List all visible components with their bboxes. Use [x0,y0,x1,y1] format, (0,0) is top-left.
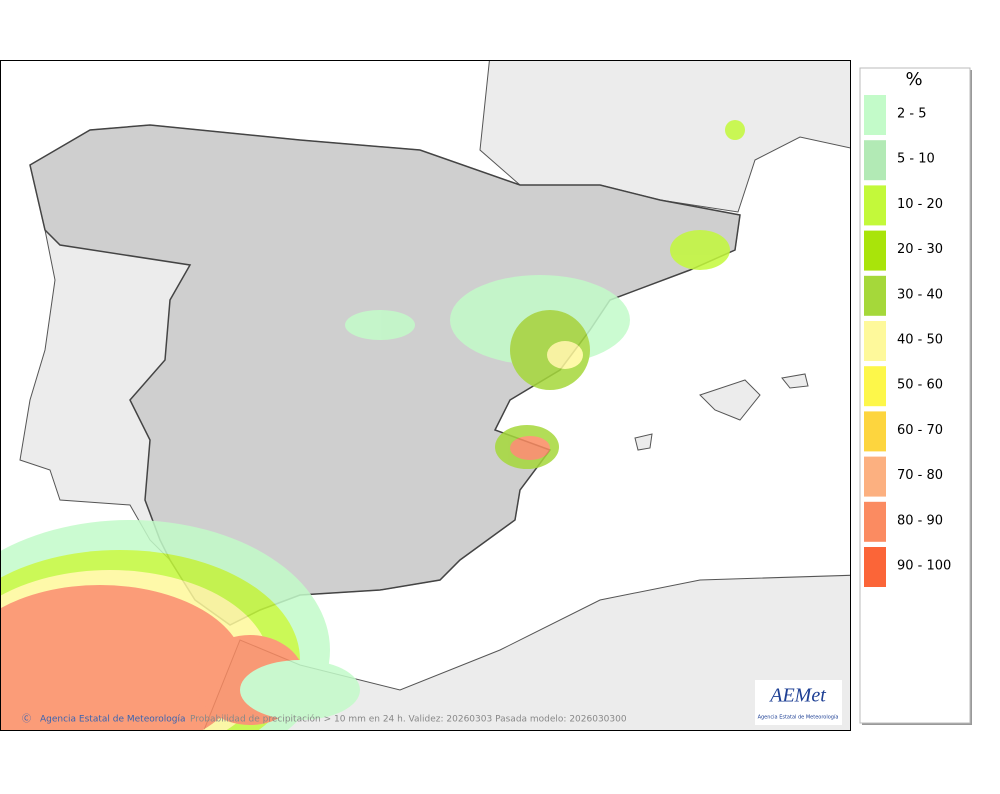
precip-area [240,660,360,720]
legend-swatch [864,140,886,181]
legend-label: 10 - 20 [897,197,943,212]
legend-swatch [864,366,886,407]
legend-label: 70 - 80 [897,468,943,483]
map-frame [0,60,851,731]
legend-swatch [864,185,886,226]
precip-area [0,585,245,730]
legend-label: 5 - 10 [897,152,935,167]
legend-label: 90 - 100 [897,559,951,574]
legend-items: 2 - 5 5 - 10 10 - 20 20 - 30 30 - 40 40 - 50 5… [864,95,951,587]
precip-area [725,120,745,140]
logo-box [755,680,842,725]
logo-subtitle: Agencia Estatal de Meteorología [758,714,839,721]
legend-label: 80 - 90 [897,513,943,528]
ibiza [634,433,653,451]
caption: Probabilidad de precipitación > 10 mm en… [190,714,627,725]
precipitation [0,120,745,730]
map: Ⓒ Agencia Estatal de Meteorología Probab… [0,60,850,730]
legend-swatch [864,275,886,316]
credit-icon: Ⓒ [22,714,31,725]
legend-swatch [864,456,886,497]
precip-area [547,341,583,369]
precip-area [345,310,415,340]
legend-swatch [864,230,886,271]
precip-area [670,230,730,270]
legend-label: 2 - 5 [897,107,927,122]
precip-area [510,436,550,460]
legend-title: % [905,69,922,90]
legend-label: 30 - 40 [897,287,943,302]
legend-label: 20 - 30 [897,242,943,257]
legend-swatch [864,321,886,361]
legend-swatch [864,547,886,587]
credit: Agencia Estatal de Meteorología [40,715,186,725]
legend-swatch [864,501,886,542]
france [479,60,850,213]
spain [29,124,741,626]
logo-name: AEMet [768,685,826,707]
legend-label: 50 - 60 [897,378,943,393]
mallorca [699,379,761,421]
legend-swatch [864,95,886,135]
legend-swatch [864,411,886,452]
menorca [781,373,809,389]
legend-label: 60 - 70 [897,423,943,438]
legend-label: 40 - 50 [897,333,943,348]
